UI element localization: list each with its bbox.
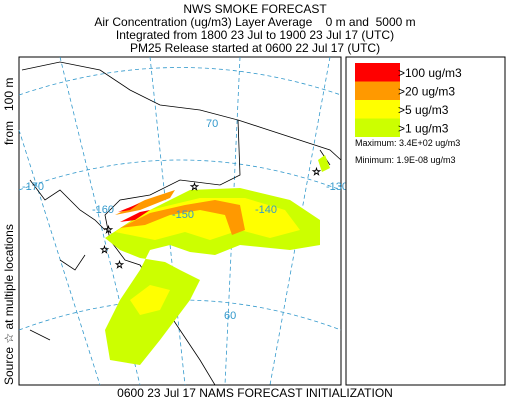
smoke-plume [115, 198, 300, 315]
legend: >100 ug/m3 >20 ug/m3 >5 ug/m3 >1 ug/m3 Maxim… [345, 56, 506, 386]
subtitle: Air Concentration (ug/m3) Layer Average … [94, 15, 415, 29]
legend-swatch [355, 81, 400, 100]
star: ☆ [312, 167, 321, 178]
graticule-label: -150 [172, 209, 194, 221]
smoke-plume [118, 203, 150, 222]
star: ☆ [104, 225, 113, 236]
legend-swatch [355, 63, 400, 82]
legend-label: >5 ug/m3 [398, 103, 449, 117]
source-stars: ☆ ☆ ☆ ☆ ☆ [100, 167, 322, 272]
star: ☆ [115, 260, 124, 271]
star: ☆ [100, 245, 109, 256]
legend-label: >1 ug/m3 [398, 122, 449, 136]
legend-label: >20 ug/m3 [398, 85, 455, 99]
graticule-label: -170 [22, 181, 44, 193]
subtitle: Integrated from 1800 23 Jul to 1900 23 J… [116, 28, 394, 42]
legend-minimum: Minimum: 1.9E-08 ug/m3 [355, 155, 456, 165]
smoke-plume [318, 155, 330, 172]
legend-maximum: Maximum: 3.4E+02 ug/m3 [355, 138, 460, 148]
graticule-label: 70 [206, 118, 218, 130]
map: ☆ ☆ ☆ ☆ ☆ -170 -160 -150 -140 -130 70 60 [18, 56, 348, 386]
coastline [21, 61, 342, 386]
legend-swatch [355, 100, 400, 119]
height-label: from 100 m [2, 78, 16, 145]
graticule-label: -160 [92, 204, 114, 216]
title: NWS SMOKE FORECAST [183, 2, 327, 16]
graticule-label: -130 [326, 181, 348, 193]
footer: 0600 23 Jul 17 NAMS FORECAST INITIALIZAT… [117, 386, 393, 400]
smoke-plume [115, 190, 245, 235]
star: ☆ [190, 182, 199, 193]
source-label: Source ☆ at multiple locations [2, 224, 16, 385]
graticule-label: -140 [255, 204, 277, 216]
legend-label: >100 ug/m3 [398, 66, 462, 80]
graticule-label: 60 [224, 310, 236, 322]
subtitle: PM25 Release started at 0600 22 Jul 17 (… [130, 41, 380, 55]
legend-swatch [355, 118, 400, 137]
